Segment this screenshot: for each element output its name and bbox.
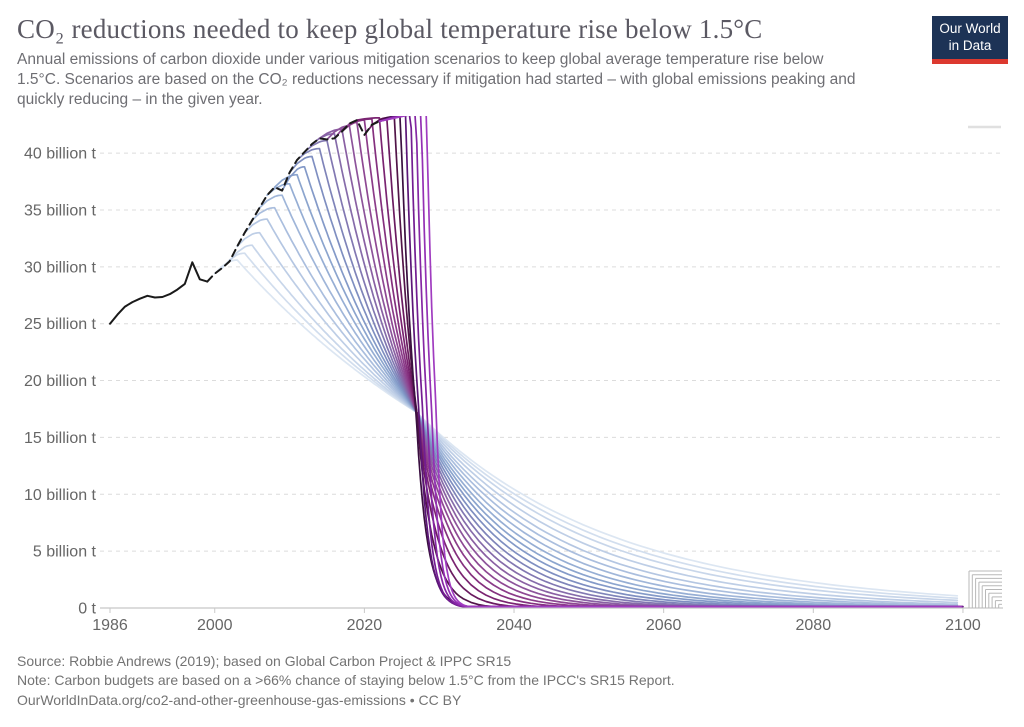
scenario-curve-2008 (273, 173, 959, 608)
x-axis-label: 2020 (347, 617, 383, 634)
chart-footer: Source: Robbie Andrews (2019); based on … (17, 652, 1007, 710)
y-axis-label: 35 billion t (24, 202, 97, 219)
y-axis-label: 15 billion t (24, 430, 97, 447)
note-line: Note: Carbon budgets are based on a >66%… (17, 672, 675, 689)
scenario-curve-2020 (363, 117, 959, 608)
owid-logo-box: Our World in Data (932, 16, 1008, 59)
scenario-curve-2014 (318, 128, 959, 608)
owid-logo: Our World in Data (932, 16, 1008, 64)
y-axis-label: 10 billion t (24, 487, 97, 504)
scenario-curve-2009 (281, 165, 959, 608)
page-subtitle: Annual emissions of carbon dioxide under… (17, 51, 856, 108)
scenario-curve-2006 (258, 194, 959, 608)
x-axis-label: 2100 (945, 617, 981, 634)
x-axis-label: 1986 (92, 617, 128, 634)
scenario-curve-2027 (378, 116, 962, 608)
y-axis-label: 5 billion t (33, 544, 97, 561)
page-title: CO₂ reductions needed to keep global tem… (17, 14, 763, 44)
scenario-curve-2005 (251, 206, 959, 607)
historical-emissions-line-solid (109, 261, 209, 325)
x-axis-label: 2060 (646, 617, 682, 634)
x-axis-label: 2000 (197, 617, 233, 634)
url-line: OurWorldInData.org/co2-and-other-greenho… (17, 691, 462, 708)
y-axis-label: 0 t (78, 601, 96, 618)
source-line: Source: Robbie Andrews (2019); based on … (17, 653, 512, 669)
owid-logo-line2: in Data (948, 37, 992, 53)
scenario-curve-2015 (326, 124, 959, 608)
y-axis-label: 40 billion t (24, 146, 97, 163)
historical-emissions-line-dashed (206, 119, 381, 283)
y-axis-label: 20 billion t (24, 373, 97, 390)
y-axis-label: 30 billion t (24, 259, 97, 276)
scenario-curve-2003 (236, 231, 959, 604)
y-axis-label: 25 billion t (24, 316, 97, 333)
scenario-curve-2021 (371, 116, 959, 608)
x-axis-label: 2040 (496, 617, 532, 634)
line-endpoints-step-pattern (968, 570, 1002, 608)
owid-logo-red-bar (932, 58, 1008, 64)
owid-logo-line1: Our World (939, 21, 1001, 36)
x-axis-label: 2080 (796, 617, 832, 634)
